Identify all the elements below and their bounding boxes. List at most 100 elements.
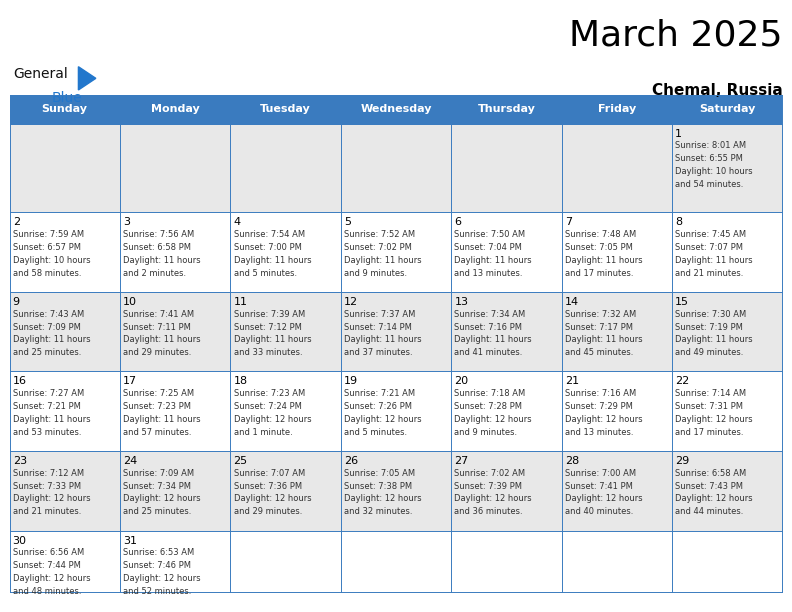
Text: Sunrise: 7:25 AM: Sunrise: 7:25 AM	[123, 389, 194, 398]
Text: Daylight: 11 hours: Daylight: 11 hours	[455, 335, 532, 345]
Text: Sunset: 7:28 PM: Sunset: 7:28 PM	[455, 402, 523, 411]
Text: and 52 minutes.: and 52 minutes.	[123, 587, 192, 596]
Text: and 57 minutes.: and 57 minutes.	[123, 428, 192, 437]
Text: Sunset: 7:02 PM: Sunset: 7:02 PM	[344, 243, 412, 252]
Text: Sunset: 6:58 PM: Sunset: 6:58 PM	[123, 243, 191, 252]
Text: Daylight: 11 hours: Daylight: 11 hours	[455, 256, 532, 265]
Text: Daylight: 12 hours: Daylight: 12 hours	[565, 494, 642, 504]
Text: and 17 minutes.: and 17 minutes.	[565, 269, 634, 278]
Text: 11: 11	[234, 297, 248, 307]
Text: Daylight: 11 hours: Daylight: 11 hours	[565, 335, 642, 345]
Text: Daylight: 12 hours: Daylight: 12 hours	[344, 494, 421, 504]
Text: 12: 12	[344, 297, 358, 307]
Text: Tuesday: Tuesday	[261, 104, 311, 114]
Polygon shape	[78, 67, 96, 90]
Text: Daylight: 12 hours: Daylight: 12 hours	[13, 494, 90, 504]
Text: Sunrise: 7:30 AM: Sunrise: 7:30 AM	[676, 310, 747, 319]
Text: 8: 8	[676, 217, 683, 227]
Text: Sunset: 7:26 PM: Sunset: 7:26 PM	[344, 402, 412, 411]
Text: Daylight: 11 hours: Daylight: 11 hours	[565, 256, 642, 265]
Text: Sunrise: 7:16 AM: Sunrise: 7:16 AM	[565, 389, 636, 398]
Text: and 45 minutes.: and 45 minutes.	[565, 348, 633, 357]
Text: Sunset: 7:38 PM: Sunset: 7:38 PM	[344, 482, 412, 491]
Text: Sunset: 7:33 PM: Sunset: 7:33 PM	[13, 482, 81, 491]
Text: Daylight: 12 hours: Daylight: 12 hours	[676, 494, 753, 504]
Text: Sunrise: 6:53 AM: Sunrise: 6:53 AM	[123, 548, 194, 558]
Text: Sunrise: 7:54 AM: Sunrise: 7:54 AM	[234, 230, 305, 239]
Text: 25: 25	[234, 456, 248, 466]
Text: Sunrise: 7:02 AM: Sunrise: 7:02 AM	[455, 469, 526, 478]
Text: 15: 15	[676, 297, 689, 307]
Text: Daylight: 11 hours: Daylight: 11 hours	[123, 335, 200, 345]
Text: Daylight: 12 hours: Daylight: 12 hours	[344, 415, 421, 424]
Text: 22: 22	[676, 376, 690, 386]
Text: Daylight: 12 hours: Daylight: 12 hours	[455, 415, 532, 424]
Text: Chemal, Russia: Chemal, Russia	[652, 83, 782, 98]
Text: 2: 2	[13, 217, 20, 227]
Text: and 21 minutes.: and 21 minutes.	[13, 507, 81, 517]
Text: Sunset: 7:07 PM: Sunset: 7:07 PM	[676, 243, 743, 252]
Text: Sunrise: 8:01 AM: Sunrise: 8:01 AM	[676, 141, 746, 151]
FancyBboxPatch shape	[10, 451, 782, 531]
Text: Sunset: 7:05 PM: Sunset: 7:05 PM	[565, 243, 633, 252]
Text: Sunrise: 7:59 AM: Sunrise: 7:59 AM	[13, 230, 84, 239]
Text: and 36 minutes.: and 36 minutes.	[455, 507, 523, 517]
Text: 31: 31	[123, 536, 137, 545]
Text: Daylight: 11 hours: Daylight: 11 hours	[13, 415, 90, 424]
Text: Sunset: 7:11 PM: Sunset: 7:11 PM	[123, 323, 191, 332]
Text: 30: 30	[13, 536, 27, 545]
Text: and 40 minutes.: and 40 minutes.	[565, 507, 633, 517]
Text: Daylight: 12 hours: Daylight: 12 hours	[123, 574, 200, 583]
FancyBboxPatch shape	[10, 124, 782, 212]
Text: Thursday: Thursday	[478, 104, 535, 114]
Text: and 44 minutes.: and 44 minutes.	[676, 507, 744, 517]
Text: and 49 minutes.: and 49 minutes.	[676, 348, 744, 357]
Text: Sunset: 7:34 PM: Sunset: 7:34 PM	[123, 482, 191, 491]
Text: Sunset: 7:16 PM: Sunset: 7:16 PM	[455, 323, 523, 332]
Text: and 25 minutes.: and 25 minutes.	[13, 348, 81, 357]
Text: Sunrise: 7:41 AM: Sunrise: 7:41 AM	[123, 310, 194, 319]
Text: Daylight: 12 hours: Daylight: 12 hours	[565, 415, 642, 424]
Text: Sunset: 7:31 PM: Sunset: 7:31 PM	[676, 402, 743, 411]
Text: Sunrise: 7:50 AM: Sunrise: 7:50 AM	[455, 230, 526, 239]
FancyBboxPatch shape	[10, 292, 782, 371]
Text: March 2025: March 2025	[569, 18, 782, 53]
Text: 20: 20	[455, 376, 469, 386]
Text: Sunset: 7:14 PM: Sunset: 7:14 PM	[344, 323, 412, 332]
Text: Sunrise: 7:32 AM: Sunrise: 7:32 AM	[565, 310, 636, 319]
Text: and 5 minutes.: and 5 minutes.	[344, 428, 407, 437]
Text: 27: 27	[455, 456, 469, 466]
Text: Sunset: 6:57 PM: Sunset: 6:57 PM	[13, 243, 81, 252]
Text: Sunrise: 7:12 AM: Sunrise: 7:12 AM	[13, 469, 84, 478]
Text: 19: 19	[344, 376, 358, 386]
FancyBboxPatch shape	[10, 212, 782, 292]
Text: Daylight: 11 hours: Daylight: 11 hours	[676, 335, 753, 345]
Text: 23: 23	[13, 456, 27, 466]
Text: 14: 14	[565, 297, 579, 307]
Text: 3: 3	[123, 217, 130, 227]
Text: Sunrise: 7:43 AM: Sunrise: 7:43 AM	[13, 310, 84, 319]
Text: 16: 16	[13, 376, 27, 386]
Text: Friday: Friday	[598, 104, 636, 114]
Text: Daylight: 11 hours: Daylight: 11 hours	[676, 256, 753, 265]
Text: and 25 minutes.: and 25 minutes.	[123, 507, 192, 517]
Text: Sunset: 7:36 PM: Sunset: 7:36 PM	[234, 482, 302, 491]
Text: Sunset: 6:55 PM: Sunset: 6:55 PM	[676, 154, 743, 163]
Text: and 2 minutes.: and 2 minutes.	[123, 269, 186, 278]
Text: Sunrise: 7:37 AM: Sunrise: 7:37 AM	[344, 310, 415, 319]
Text: 29: 29	[676, 456, 690, 466]
Text: Daylight: 11 hours: Daylight: 11 hours	[123, 256, 200, 265]
Text: Sunset: 7:21 PM: Sunset: 7:21 PM	[13, 402, 81, 411]
Text: Sunset: 7:39 PM: Sunset: 7:39 PM	[455, 482, 523, 491]
Text: Daylight: 12 hours: Daylight: 12 hours	[234, 415, 311, 424]
Text: Sunset: 7:44 PM: Sunset: 7:44 PM	[13, 561, 81, 570]
Text: 18: 18	[234, 376, 248, 386]
Text: Daylight: 12 hours: Daylight: 12 hours	[234, 494, 311, 504]
Text: Daylight: 11 hours: Daylight: 11 hours	[13, 335, 90, 345]
FancyBboxPatch shape	[10, 371, 782, 451]
Text: Wednesday: Wednesday	[360, 104, 432, 114]
Text: Sunrise: 7:14 AM: Sunrise: 7:14 AM	[676, 389, 746, 398]
Text: Sunset: 7:04 PM: Sunset: 7:04 PM	[455, 243, 522, 252]
Text: Sunrise: 7:05 AM: Sunrise: 7:05 AM	[344, 469, 415, 478]
Text: Sunrise: 7:21 AM: Sunrise: 7:21 AM	[344, 389, 415, 398]
